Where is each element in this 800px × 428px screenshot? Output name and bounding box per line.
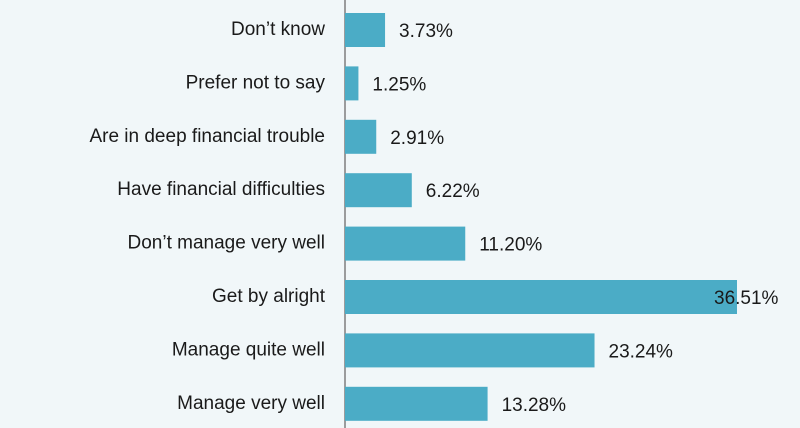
- value-label: 13.28%: [502, 395, 567, 416]
- category-label: Have financial difficulties: [117, 179, 325, 200]
- bar: [345, 119, 377, 154]
- value-label: 1.25%: [372, 74, 426, 95]
- category-label: Don’t know: [231, 19, 325, 40]
- category-label: Get by alright: [212, 286, 326, 307]
- category-label: Manage quite well: [172, 339, 325, 360]
- value-label: 11.20%: [479, 235, 542, 256]
- bar: [345, 333, 595, 368]
- value-label: 2.91%: [390, 128, 444, 149]
- bar: [345, 13, 386, 47]
- bar: [345, 173, 412, 208]
- value-label: 23.24%: [609, 341, 674, 362]
- category-label: Are in deep financial trouble: [89, 126, 325, 147]
- category-label: Don’t manage very well: [128, 233, 325, 254]
- bar: [345, 66, 359, 101]
- bar: [345, 226, 466, 261]
- category-label: Manage very well: [177, 393, 325, 414]
- category-label: Prefer not to say: [186, 72, 326, 93]
- value-label: 6.22%: [426, 181, 480, 202]
- value-label: 36.51%: [714, 288, 779, 309]
- bar: [345, 280, 737, 314]
- bar: [345, 386, 488, 421]
- value-label: 3.73%: [399, 21, 453, 42]
